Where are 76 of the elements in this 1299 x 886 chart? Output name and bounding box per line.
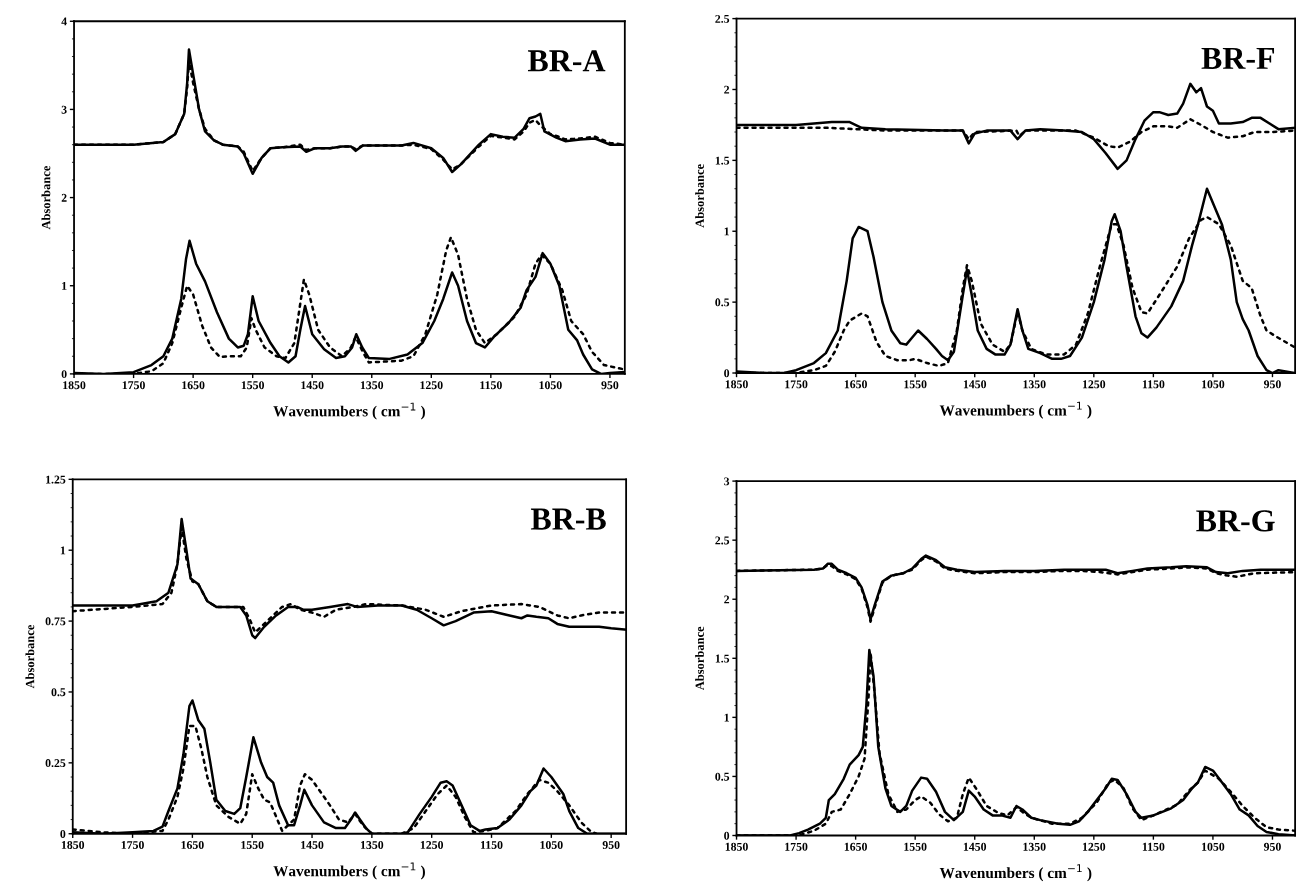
- x-axis-title: Wavenumbers ( cm$^{−1}$ ): [939, 864, 1092, 882]
- x-tick-label: 1050: [539, 381, 562, 390]
- x-tick-label: 950: [1263, 842, 1281, 851]
- y-tick-label: 1.5: [715, 156, 730, 165]
- x-axis-title: Wavenumbers ( cm$^{−1}$ ): [273, 402, 425, 420]
- text: BR-B: [530, 508, 606, 530]
- y-axis-title: Absorbance: [695, 164, 704, 228]
- text: BR-A: [527, 50, 606, 72]
- y-axis-title: Absorbance: [25, 624, 35, 689]
- x-tick-label: 1550: [241, 841, 264, 849]
- x-tick-label: 950: [602, 841, 620, 849]
- y-tick-label: 0.75: [45, 617, 66, 626]
- y-tick-label: 1: [724, 713, 729, 722]
- x-tick-label: 1150: [480, 841, 503, 849]
- x-tick-label: 950: [1263, 380, 1281, 389]
- x-tick-label: 1450: [963, 380, 987, 389]
- x-tick-label: 1550: [904, 842, 927, 851]
- text: BR-F: [1201, 47, 1275, 69]
- y-tick-label: 1.5: [715, 654, 730, 663]
- y-tick-label: 3: [61, 105, 67, 114]
- x-axis-title: Wavenumbers ( cm$^{−1}$ ): [273, 862, 425, 880]
- y-tick-label: 0: [724, 369, 730, 378]
- y-tick-label: 1: [724, 227, 729, 236]
- y-tick-label: 0: [724, 831, 730, 840]
- x-tick-label: 1050: [1202, 380, 1225, 389]
- x-tick-label: 1850: [63, 381, 86, 390]
- x-axis-title: Wavenumbers ( cm$^{−1}$ ): [939, 401, 1092, 419]
- y-tick-label: 0.5: [715, 772, 730, 781]
- x-tick-label: 1650: [181, 841, 204, 849]
- y-tick-label: 0.5: [715, 298, 730, 307]
- x-tick-label: 1650: [182, 381, 205, 390]
- x-tick-label: 1650: [844, 380, 867, 389]
- x-tick-label: 1250: [1082, 380, 1106, 389]
- x-tick-label: 1150: [1142, 842, 1165, 851]
- y-axis-title: Absorbance: [41, 165, 51, 230]
- y-tick-label: 1.25: [46, 475, 66, 484]
- y-tick-label: 0: [60, 829, 66, 838]
- x-tick-label: 1550: [904, 380, 927, 389]
- y-tick-label: 0.5: [51, 688, 66, 697]
- x-tick-label: 1350: [360, 381, 384, 390]
- x-tick-label: 1250: [1082, 842, 1106, 851]
- x-tick-label: 1450: [301, 841, 324, 849]
- y-tick-label: 3: [724, 477, 730, 486]
- x-tick-label: 1650: [844, 842, 867, 851]
- y-axis-title: Absorbance: [695, 626, 704, 691]
- x-tick-label: 1050: [1202, 842, 1225, 851]
- x-tick-label: 1150: [1142, 380, 1165, 389]
- y-tick-label: 1: [62, 282, 67, 290]
- y-tick-label: 2: [724, 85, 730, 94]
- y-tick-label: 2.5: [715, 536, 730, 545]
- x-tick-label: 1850: [725, 380, 748, 389]
- y-tick-label: 2: [724, 595, 730, 604]
- x-tick-label: 1850: [61, 841, 85, 849]
- x-tick-label: 1750: [785, 380, 808, 389]
- x-tick-label: 1550: [241, 381, 265, 390]
- y-tick-label: 0.25: [45, 759, 66, 768]
- x-tick-label: 1350: [1023, 842, 1046, 851]
- x-tick-label: 1750: [122, 381, 145, 390]
- x-tick-label: 1050: [540, 841, 563, 849]
- y-tick-label: 0: [61, 370, 67, 379]
- x-tick-label: 1750: [121, 841, 144, 849]
- x-tick-label: 1250: [420, 381, 443, 390]
- y-tick-label: 2.5: [715, 14, 730, 23]
- x-tick-label: 1450: [301, 381, 324, 390]
- x-tick-label: 1250: [420, 841, 444, 849]
- x-tick-label: 1750: [785, 842, 808, 851]
- text: BR-G: [1196, 510, 1275, 532]
- x-tick-label: 1850: [725, 842, 748, 851]
- y-tick-label: 2: [61, 193, 67, 202]
- x-tick-label: 1350: [361, 841, 384, 849]
- x-tick-label: 1450: [963, 842, 987, 851]
- y-tick-label: 4: [61, 17, 67, 26]
- x-tick-label: 950: [601, 381, 619, 390]
- x-tick-label: 1150: [480, 381, 502, 390]
- y-tick-label: 1: [60, 546, 66, 555]
- x-tick-label: 1350: [1023, 380, 1046, 389]
